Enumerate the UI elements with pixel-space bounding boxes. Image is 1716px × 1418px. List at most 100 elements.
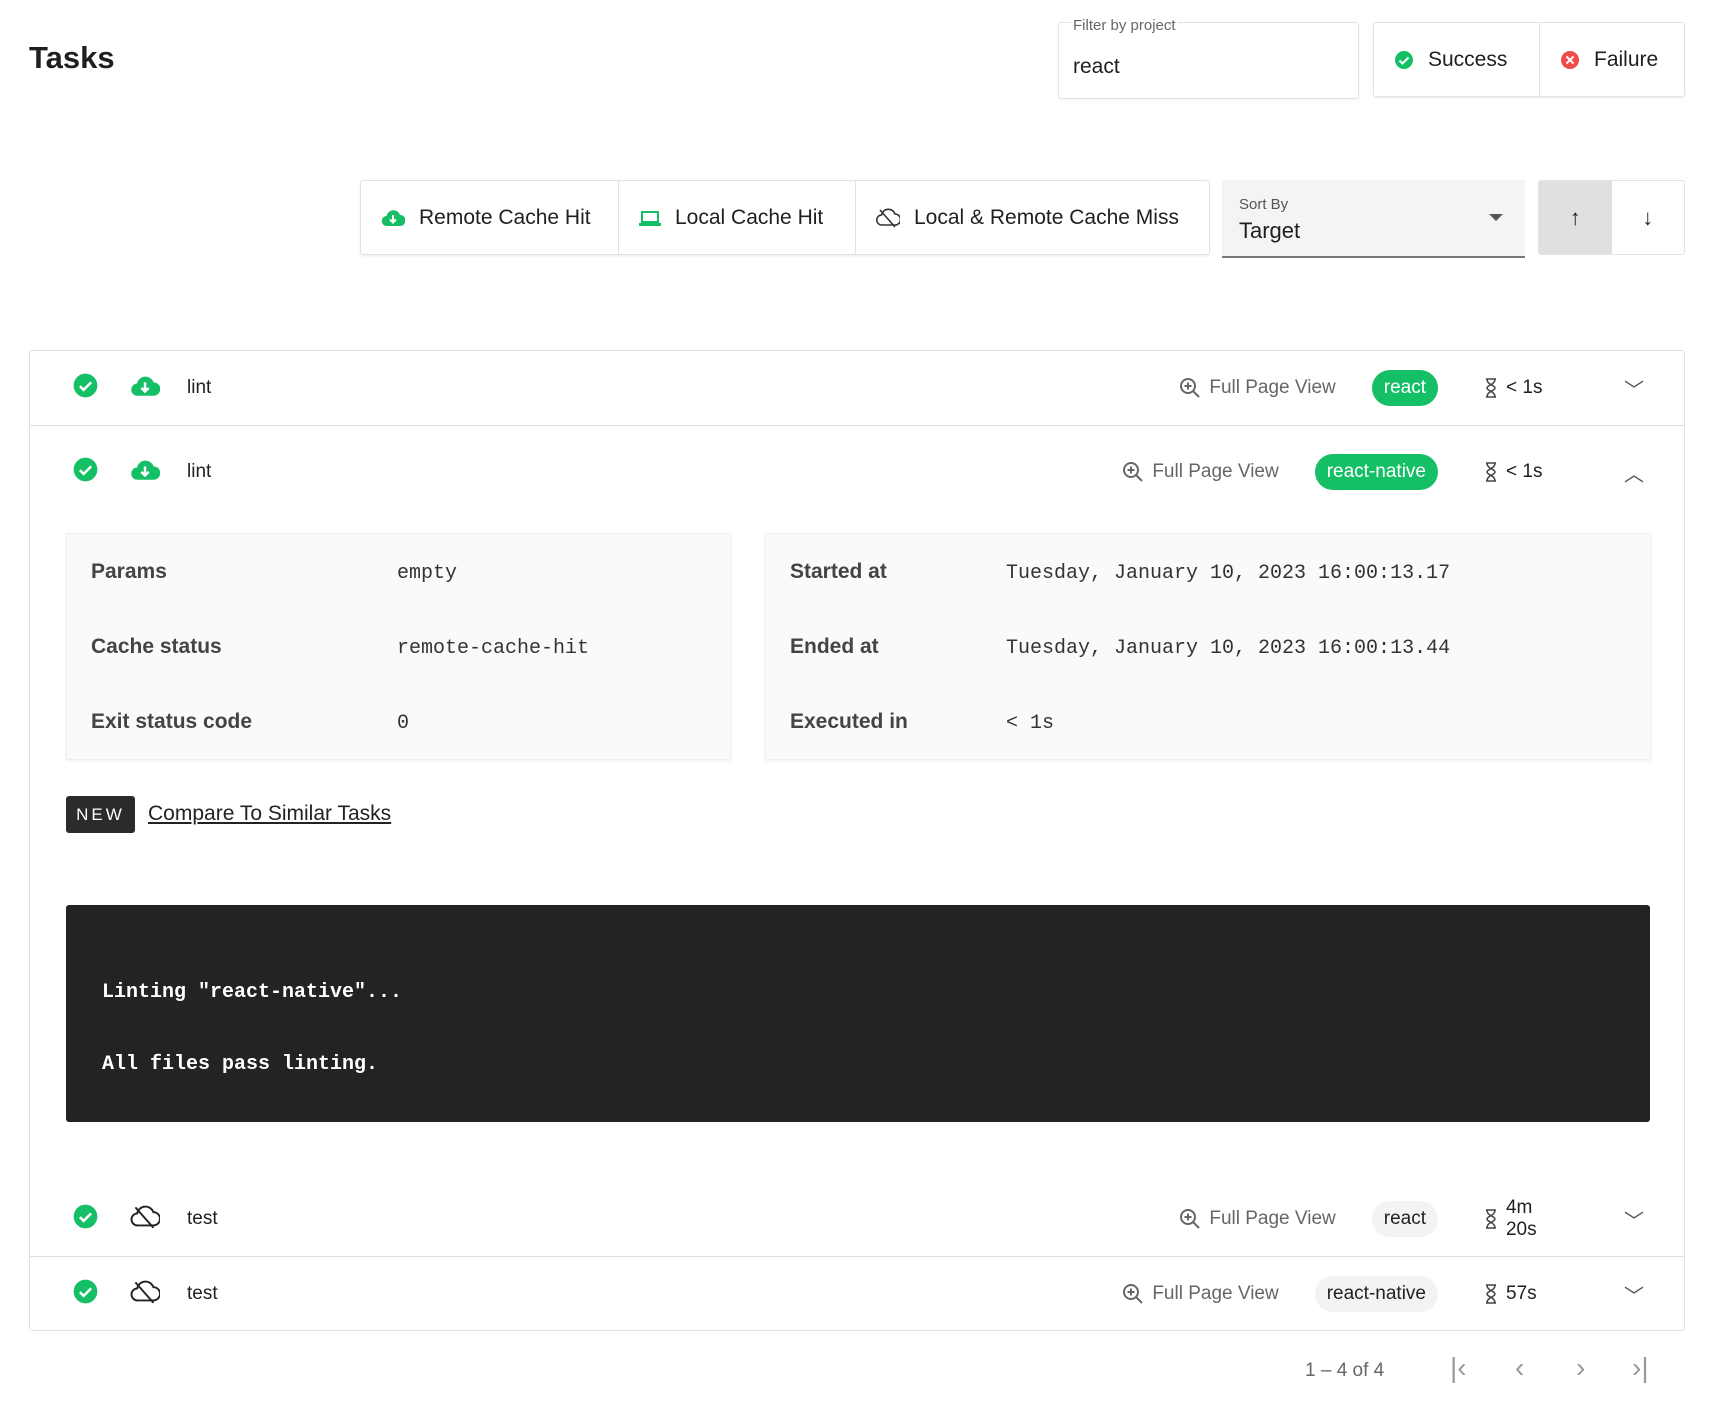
cache-icon-wrap <box>130 1280 161 1309</box>
project-filter-input[interactable]: Filter by project react <box>1058 17 1359 99</box>
row-meta: Full Page View react-native 57s ﹀ <box>1122 1276 1644 1312</box>
duration: 57s <box>1484 1283 1568 1305</box>
full-page-view-label: Full Page View <box>1209 377 1336 398</box>
terminal-line: Linting "react-native"... <box>102 981 403 1004</box>
detail-value: Tuesday, January 10, 2023 16:00:13.17 <box>1006 562 1451 585</box>
duration-value: 4m 20s <box>1505 1197 1537 1240</box>
detail-key: Exit status code <box>91 710 253 733</box>
sort-by-select[interactable]: Sort By Target <box>1222 180 1525 258</box>
duration: < 1s <box>1484 377 1568 399</box>
task-name: test <box>187 1208 218 1229</box>
detail-key: Params <box>91 560 167 583</box>
success-check-icon <box>73 373 98 398</box>
cache-icon-wrap <box>130 1205 161 1234</box>
full-page-view-link[interactable]: Full Page View <box>1179 377 1336 399</box>
status-icon-wrap <box>73 1279 98 1309</box>
hourglass-icon <box>1486 462 1496 482</box>
full-page-view-link[interactable]: Full Page View <box>1122 461 1279 483</box>
x-circle-icon <box>1561 50 1579 69</box>
zoom-in-icon <box>1180 1209 1201 1229</box>
cloud-off-icon <box>876 208 900 228</box>
project-badge: react-native <box>1314 1276 1438 1312</box>
chevron-down-icon[interactable]: ﹀ <box>1624 1210 1644 1233</box>
success-check-icon <box>73 457 98 482</box>
row-meta: Full Page View react 4m 20s ﹀ <box>1179 1197 1644 1241</box>
cache-miss-toggle[interactable]: Local & Remote Cache Miss <box>856 181 1199 254</box>
task-name: lint <box>187 377 212 398</box>
sort-descending-button[interactable]: ↓ <box>1642 204 1654 230</box>
new-badge: NEW <box>66 796 135 833</box>
duration: < 1s <box>1484 461 1568 483</box>
success-check-icon <box>73 1204 98 1229</box>
cloud-download-icon <box>131 460 161 480</box>
cloud-off-icon <box>130 1205 161 1228</box>
task-timing-card: Started at Tuesday, January 10, 2023 16:0… <box>765 533 1651 760</box>
hourglass-icon <box>1485 1209 1496 1229</box>
task-list: lint Full Page View react < 1s ﹀ lint Fu… <box>29 350 1685 1331</box>
full-page-view-label: Full Page View <box>1152 461 1279 482</box>
task-row[interactable]: lint Full Page View react < 1s ﹀ <box>30 351 1684 426</box>
success-check-icon <box>73 1279 98 1304</box>
zoom-in-icon <box>1123 1284 1144 1304</box>
remote-cache-hit-toggle[interactable]: Remote Cache Hit <box>361 181 619 254</box>
detail-value: 0 <box>397 712 410 735</box>
task-name: test <box>187 1283 218 1304</box>
failure-label: Failure <box>1594 47 1659 71</box>
chevron-down-icon[interactable]: ﹀ <box>1624 379 1644 402</box>
caret-down-icon <box>1489 214 1503 221</box>
filter-value: react <box>1073 55 1120 78</box>
row-meta: Full Page View react < 1s ﹀ <box>1179 370 1644 406</box>
terminal-output: Linting "react-native"... All files pass… <box>66 905 1650 1122</box>
terminal-line: All files pass linting. <box>102 1053 379 1076</box>
detail-value: remote-cache-hit <box>397 637 590 660</box>
detail-value: Tuesday, January 10, 2023 16:00:13.44 <box>1006 637 1451 660</box>
detail-value: empty <box>397 562 458 585</box>
cache-icon-wrap <box>130 375 161 402</box>
success-label: Success <box>1428 47 1508 71</box>
zoom-in-icon <box>1123 462 1144 482</box>
page-title: Tasks <box>29 40 115 75</box>
task-row[interactable]: test Full Page View react 4m 20s ﹀ <box>30 1182 1684 1257</box>
full-page-view-label: Full Page View <box>1152 1283 1279 1304</box>
chevron-down-icon[interactable]: ﹀ <box>1624 1285 1644 1308</box>
cloud-off-icon <box>130 1280 161 1303</box>
sort-ascending-button[interactable]: ↑ <box>1539 181 1612 254</box>
status-icon-wrap <box>73 373 98 403</box>
sort-value: Target <box>1239 218 1301 243</box>
task-row[interactable]: test Full Page View react-native 57s ﹀ <box>30 1257 1684 1331</box>
cloud-download-icon <box>381 209 405 226</box>
filter-label: Filter by project <box>1071 17 1178 34</box>
compare-similar-tasks-link[interactable]: Compare To Similar Tasks <box>148 802 392 825</box>
hourglass-icon <box>1486 378 1496 398</box>
full-page-view-link[interactable]: Full Page View <box>1179 1208 1336 1230</box>
detail-key: Started at <box>790 560 887 583</box>
failure-toggle[interactable]: Failure <box>1540 23 1678 96</box>
first-page-button[interactable]: |‹ <box>1450 1352 1467 1383</box>
detail-key: Executed in <box>790 710 908 733</box>
detail-key: Ended at <box>790 635 879 658</box>
local-cache-hit-toggle[interactable]: Local Cache Hit <box>619 181 856 254</box>
status-toggle-group: Success Failure <box>1373 22 1685 97</box>
previous-page-button[interactable]: ‹ <box>1515 1352 1525 1383</box>
full-page-view-label: Full Page View <box>1209 1208 1336 1229</box>
success-toggle[interactable]: Success <box>1374 23 1540 96</box>
laptop-icon <box>639 210 661 226</box>
zoom-in-icon <box>1180 378 1201 398</box>
status-icon-wrap <box>73 1204 98 1234</box>
pagination-range: 1 – 4 of 4 <box>1305 1360 1385 1381</box>
row-meta: Full Page View react-native < 1s ︿ <box>1122 454 1644 490</box>
duration-value: 57s <box>1506 1283 1537 1304</box>
status-icon-wrap <box>73 457 98 487</box>
next-page-button[interactable]: › <box>1576 1352 1586 1383</box>
full-page-view-link[interactable]: Full Page View <box>1122 1283 1279 1305</box>
duration: 4m 20s <box>1484 1197 1568 1241</box>
last-page-button[interactable]: ›| <box>1632 1352 1649 1383</box>
cache-icon-wrap <box>130 459 161 486</box>
detail-value: < 1s <box>1006 712 1055 735</box>
task-row[interactable]: lint Full Page View react-native < 1s ︿ <box>30 426 1684 518</box>
project-badge: react <box>1371 370 1438 406</box>
duration-value: < 1s <box>1506 377 1543 398</box>
chevron-up-icon[interactable]: ︿ <box>1624 463 1644 486</box>
hourglass-icon <box>1486 1284 1496 1304</box>
cloud-download-icon <box>131 376 161 396</box>
